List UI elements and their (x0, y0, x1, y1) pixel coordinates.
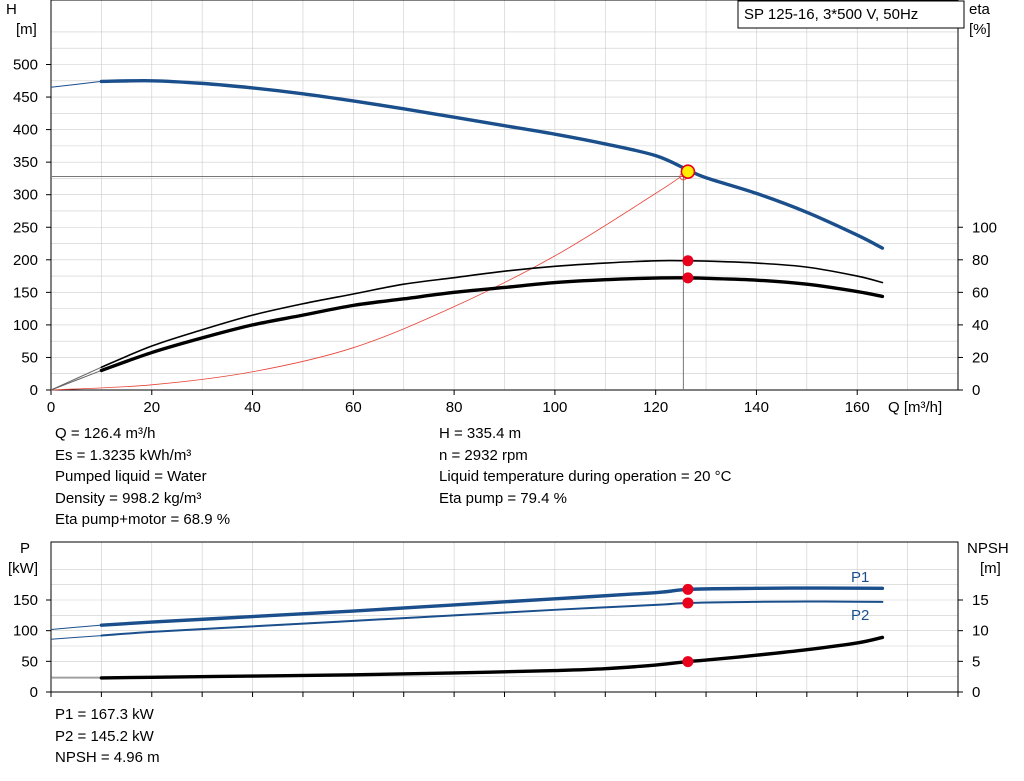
npsh-tick-label: 5 (972, 653, 980, 670)
x-tick-label: 40 (244, 399, 261, 416)
operating-point-npsh (682, 656, 694, 668)
system-curve (50, 171, 689, 391)
eta-tick-label: 20 (972, 349, 989, 366)
eta-tick-label: 40 (972, 317, 989, 334)
info-lower: P1 = 167.3 kW P2 = 145.2 kW NPSH = 4.96 … (55, 704, 160, 769)
x-tick-label: 100 (542, 399, 567, 416)
info-liquid: Pumped liquid = Water (55, 468, 207, 485)
h-tick-label: 350 (13, 154, 38, 171)
axis-ticks: 0 20 40 60 80 100 120 140 1600501001502002503003… (13, 57, 997, 702)
eta-tick-label: 80 (972, 252, 989, 269)
npsh-axis-label: NPSH (967, 540, 1009, 557)
p-tick-label: 50 (21, 653, 38, 670)
operating-point-eta-pump (682, 255, 694, 267)
x-tick-label: 140 (744, 399, 769, 416)
p1-curve (99, 586, 885, 627)
info-density: Density = 998.2 kg/m³ (55, 489, 202, 507)
eta-total-curve (99, 276, 885, 373)
p2-legend-label: P2 (851, 607, 869, 624)
eta-tick-label: 60 (972, 284, 989, 301)
p-tick-label: 0 (30, 684, 38, 701)
info-p1: P1 = 167.3 kW (55, 706, 154, 723)
q-axis-label: Q [m³/h] (888, 399, 942, 416)
info-h: H = 335.4 m (439, 425, 522, 442)
info-p2: P2 = 145.2 kW (55, 727, 154, 745)
operating-point-p1 (682, 583, 694, 595)
operating-points (680, 164, 696, 668)
eta-unit-label: [%] (969, 21, 991, 38)
chart-title: SP 125-16, 3*500 V, 50Hz (744, 6, 918, 23)
p-tick-label: 100 (13, 623, 38, 640)
h-tick-label: 100 (13, 317, 38, 334)
info-temperature: Liquid temperature during operation = 20… (439, 468, 732, 485)
h-axis-label: H (6, 1, 17, 18)
qh-curve-leader (50, 80, 102, 88)
info-es: Es = 1.3235 kWh/m³ (55, 446, 192, 464)
h-tick-label: 200 (13, 252, 38, 269)
x-tick-label: 20 (143, 399, 160, 416)
npsh-tick-label: 0 (972, 684, 980, 701)
npsh-tick-label: 15 (972, 592, 989, 609)
operating-point-p2 (682, 597, 694, 609)
h-tick-label: 0 (30, 382, 38, 399)
p-axis-label: P (20, 540, 30, 557)
p2-curve-leader (50, 635, 102, 640)
performance-curves (50, 79, 885, 680)
h-tick-label: 250 (13, 219, 38, 236)
axis-labels: H [m] eta [%] Q [m³/h] P [kW] NPSH [m] P1 P2 (6, 1, 1009, 624)
p-tick-label: 150 (13, 592, 38, 609)
p-unit-label: [kW] (8, 560, 38, 577)
p1-legend-label: P1 (851, 569, 869, 586)
eta-total-curve-leader (50, 370, 102, 391)
x-tick-label: 160 (845, 399, 870, 416)
lower-chart-grid (50, 542, 959, 693)
qh-curve (99, 79, 885, 250)
h-tick-label: 300 (13, 187, 38, 204)
npsh-unit-label: [m] (980, 560, 1001, 577)
h-tick-label: 500 (13, 57, 38, 74)
info-n: n = 2932 rpm (439, 446, 528, 464)
x-tick-label: 60 (345, 399, 362, 416)
x-tick-label: 0 (47, 399, 55, 416)
npsh-curve (99, 635, 885, 680)
eta-pump-curve (100, 259, 884, 369)
upper-chart-grid (50, 0, 959, 391)
npsh-tick-label: 10 (972, 623, 989, 640)
h-tick-label: 450 (13, 89, 38, 106)
x-tick-label: 80 (446, 399, 463, 416)
eta-tick-label: 100 (972, 219, 997, 236)
eta-tick-label: 0 (972, 382, 980, 399)
info-npsh: NPSH = 4.96 m (55, 749, 160, 766)
h-tick-label: 50 (21, 349, 38, 366)
eta-axis-label: eta (969, 1, 991, 18)
info-eta-pump: Eta pump = 79.4 % (439, 489, 567, 507)
h-unit-label: [m] (16, 21, 37, 38)
h-tick-label: 400 (13, 122, 38, 139)
p2-curve (100, 600, 884, 637)
operating-point-eta-total (682, 272, 694, 284)
info-q: Q = 126.4 m³/h (55, 425, 156, 442)
info-upper-right: H = 335.4 m n = 2932 rpm Liquid temperat… (439, 423, 731, 509)
info-upper-left: Q = 126.4 m³/h Es = 1.3235 kWh/m³ Pumped… (55, 423, 230, 531)
chart-title-box (737, 0, 965, 29)
operating-point-h (680, 164, 696, 179)
h-tick-label: 150 (13, 284, 38, 301)
info-eta-pump-motor: Eta pump+motor = 68.9 % (55, 511, 231, 528)
p1-curve-leader (50, 624, 102, 630)
x-tick-label: 120 (643, 399, 668, 416)
